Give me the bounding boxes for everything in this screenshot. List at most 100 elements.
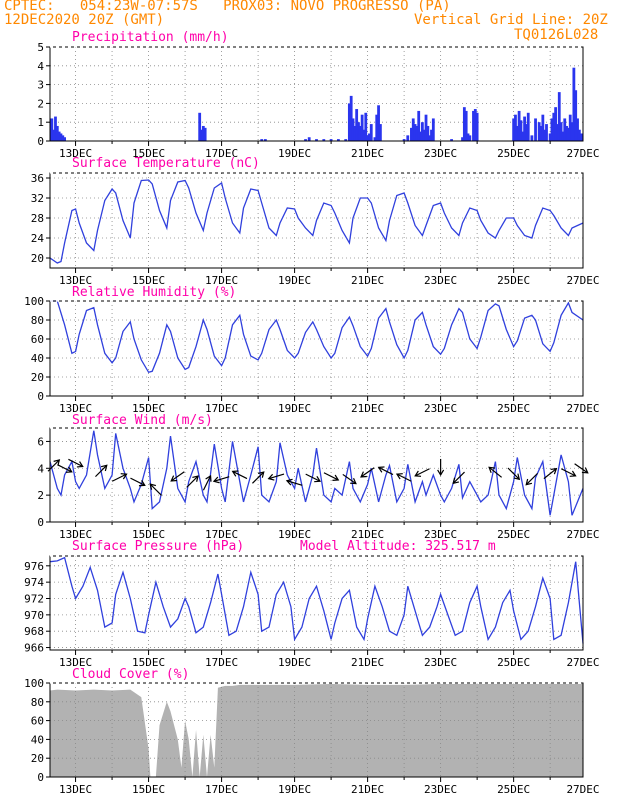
x-tick-label: 27DEC bbox=[566, 656, 599, 669]
precip-bar bbox=[519, 120, 523, 141]
precip-bar bbox=[360, 114, 364, 141]
wind-arrow-shaft bbox=[360, 467, 375, 478]
wind-arrow-head bbox=[285, 478, 293, 486]
precip-bar bbox=[368, 133, 371, 141]
precip-bar bbox=[552, 112, 556, 141]
y-tick-label: 5 bbox=[37, 41, 44, 54]
wind-arrow bbox=[186, 475, 199, 488]
precip-bar bbox=[322, 139, 326, 141]
wind-arrow-head bbox=[76, 461, 84, 468]
y-tick-label: 80 bbox=[31, 696, 44, 709]
wind-arrow-shaft bbox=[149, 483, 162, 496]
wind-arrow-head bbox=[332, 474, 340, 481]
wind-arrow-head bbox=[100, 464, 108, 472]
precip-bar bbox=[561, 131, 565, 141]
wind-arrow-head bbox=[452, 477, 460, 485]
cloud-cover-area bbox=[50, 683, 583, 777]
y-tick-label: 28 bbox=[31, 212, 44, 225]
header-datetime: 12DEC2020 20Z (GMT) bbox=[4, 12, 165, 28]
wind-arrow bbox=[252, 471, 265, 484]
precip-bar bbox=[54, 116, 57, 141]
precip-bar bbox=[566, 127, 570, 141]
x-tick-label: 15DEC bbox=[132, 147, 165, 160]
precip-bar bbox=[50, 118, 54, 141]
wind-arrow-head bbox=[192, 475, 199, 482]
wind-arrow bbox=[231, 470, 248, 480]
panel-frame bbox=[49, 300, 584, 397]
precip-bar bbox=[349, 95, 353, 141]
y-tick-label: 0 bbox=[37, 390, 44, 403]
precip-bar bbox=[377, 105, 380, 141]
precip-bar bbox=[419, 131, 422, 141]
y-tick-label: 968 bbox=[24, 625, 44, 638]
y-tick-label: 20 bbox=[31, 371, 44, 384]
precip-bar bbox=[472, 110, 475, 141]
x-tick-label: 17DEC bbox=[205, 402, 238, 415]
wind-arrow bbox=[111, 473, 128, 482]
y-tick-label: 24 bbox=[31, 232, 45, 245]
wind-arrow-head bbox=[120, 473, 128, 480]
precip-bar bbox=[461, 137, 464, 141]
precip-bar bbox=[576, 118, 579, 141]
x-tick-label: 21DEC bbox=[351, 656, 384, 669]
precip-bar bbox=[355, 109, 359, 141]
wind-arrow-shaft bbox=[323, 472, 339, 481]
wind-arrow-head bbox=[149, 483, 157, 490]
precip-bar bbox=[304, 139, 307, 141]
wind-arrow-head bbox=[395, 473, 403, 480]
x-tick-label: 23DEC bbox=[424, 528, 457, 541]
precip-bar bbox=[201, 125, 205, 141]
wind-arrow bbox=[323, 472, 340, 481]
y-tick-label: 2 bbox=[37, 489, 44, 502]
panel-subtitle: Model Altitude: 325.517 m bbox=[300, 539, 496, 554]
wind-arrow-head bbox=[513, 473, 521, 481]
panel-1: 20 24 28 32 36 13DEC 15DEC 17DEC 19DEC 21DEC 23DEC… bbox=[31, 156, 600, 287]
wind-arrow bbox=[525, 472, 538, 486]
panel-title: Precipitation (mm/h) bbox=[72, 30, 229, 45]
precip-bar bbox=[260, 139, 264, 141]
y-tick-label: 40 bbox=[31, 352, 44, 365]
precip-bar bbox=[515, 125, 519, 141]
y-tick-label: 36 bbox=[31, 172, 44, 185]
precip-bar bbox=[357, 122, 360, 141]
series-line bbox=[49, 430, 584, 516]
wind-arrow-shaft bbox=[507, 467, 520, 480]
wind-arrow-head bbox=[65, 466, 73, 473]
wind-arrow-shaft bbox=[452, 471, 465, 484]
x-tick-label: 27DEC bbox=[566, 402, 599, 415]
wind-arrow-head bbox=[414, 470, 422, 477]
wind-arrow bbox=[574, 463, 589, 474]
wind-arrow bbox=[170, 471, 185, 482]
panel-frame bbox=[49, 427, 584, 523]
panel-2: 0 20 40 60 80 100 13DEC 15DEC 17DEC 19DEC 21DEC 23D… bbox=[24, 285, 599, 415]
header-model-id: TQ0126L028 bbox=[514, 27, 599, 43]
y-tick-label: 6 bbox=[37, 435, 44, 448]
precip-bar bbox=[534, 118, 537, 141]
x-tick-label: 13DEC bbox=[59, 528, 92, 541]
precip-bar bbox=[337, 139, 340, 141]
precip-bar bbox=[550, 118, 554, 141]
y-tick-label: 0 bbox=[37, 516, 44, 529]
wind-arrow bbox=[414, 468, 430, 477]
wind-arrow bbox=[395, 473, 412, 482]
wind-arrow bbox=[95, 464, 108, 478]
panel-3: 0 2 4 6 13DEC 15DEC 17DEC 19DEC 21DEC 23DEC 25DEC 2… bbox=[37, 413, 599, 541]
x-tick-label: 17DEC bbox=[205, 783, 238, 796]
precip-bar bbox=[52, 129, 56, 141]
wind-arrow bbox=[267, 473, 285, 481]
wind-arrow-shaft bbox=[95, 464, 108, 478]
x-tick-label: 17DEC bbox=[205, 528, 238, 541]
wind-arrow-shaft bbox=[202, 475, 212, 491]
precip-bar bbox=[574, 90, 578, 141]
x-tick-label: 19DEC bbox=[278, 783, 311, 796]
precip-bar bbox=[548, 133, 552, 141]
y-tick-label: 976 bbox=[24, 560, 44, 573]
wind-arrow-shaft bbox=[396, 473, 412, 482]
x-tick-label: 15DEC bbox=[132, 528, 165, 541]
precip-bar bbox=[450, 139, 453, 141]
panel-title: Cloud Cover (%) bbox=[72, 667, 189, 682]
precip-bar bbox=[526, 112, 530, 141]
x-tick-label: 13DEC bbox=[59, 274, 92, 287]
precip-bar bbox=[402, 139, 406, 141]
header-grid-line: Vertical Grid Line: 20Z bbox=[414, 12, 608, 28]
